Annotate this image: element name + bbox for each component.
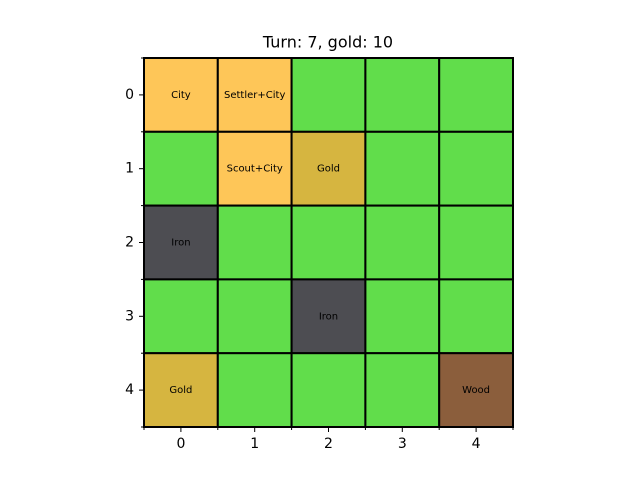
- y-tick-label: 2: [125, 235, 134, 251]
- y-tick-label: 1: [125, 161, 134, 177]
- tile: [438, 130, 515, 207]
- tile-label: City: [171, 90, 191, 101]
- tile: [438, 352, 515, 429]
- tile: [216, 204, 293, 281]
- tile: [290, 278, 367, 355]
- tile: [364, 204, 441, 281]
- tile-label: Iron: [171, 238, 190, 249]
- tile: [216, 57, 293, 133]
- tile: [438, 204, 515, 281]
- title: Turn: 7, gold: 10: [262, 33, 393, 52]
- x-tick-label: 1: [250, 436, 259, 452]
- tile: [290, 57, 367, 133]
- tile: [438, 57, 515, 133]
- tile-label: Iron: [319, 311, 338, 322]
- x-tick-label: 3: [398, 436, 407, 452]
- x-tick-label: 0: [176, 436, 185, 452]
- x-tick-label: 2: [324, 436, 333, 452]
- tile: [143, 130, 219, 207]
- tile: [290, 204, 367, 281]
- x-tick-label: 4: [472, 436, 481, 452]
- tile: [364, 278, 441, 355]
- y-tick-label: 0: [125, 87, 134, 103]
- tile: [290, 352, 367, 429]
- tile: [143, 278, 219, 355]
- tile-label: Gold: [169, 385, 192, 396]
- tile: [438, 278, 515, 355]
- tile-label: Settler+City: [224, 90, 285, 101]
- tile: [216, 278, 293, 355]
- y-tick-label: 4: [125, 382, 134, 398]
- y-tick-label: 3: [125, 308, 134, 324]
- tile-label: Gold: [317, 164, 340, 175]
- tile-label: Wood: [462, 385, 490, 396]
- tile: [364, 57, 441, 133]
- tile-label: Scout+City: [227, 164, 283, 175]
- tile: [364, 352, 441, 429]
- tile: [216, 352, 293, 429]
- tile: [364, 130, 441, 207]
